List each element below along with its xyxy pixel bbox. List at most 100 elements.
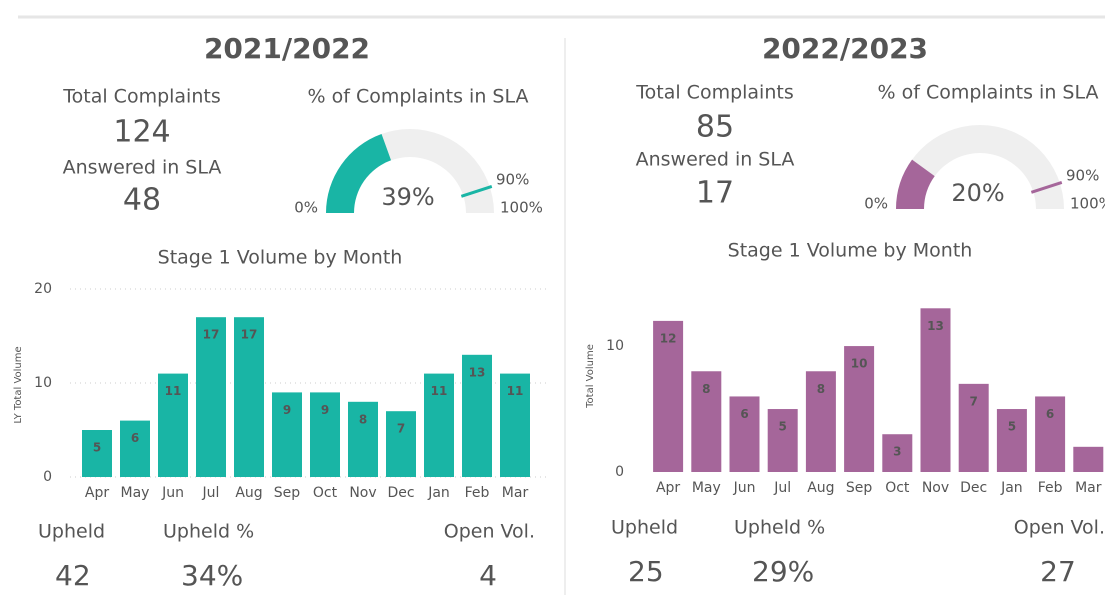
y-tick-label: 0	[43, 469, 52, 485]
y-axis-label: LY Total Volume	[13, 346, 24, 423]
bar	[386, 411, 416, 477]
data-label: 6	[1046, 407, 1054, 421]
data-label: 11	[507, 384, 524, 398]
data-label: 11	[165, 384, 182, 398]
x-tick-label: Aug	[235, 485, 262, 501]
kpi-label: Open Vol.	[444, 521, 535, 543]
bar	[348, 401, 378, 477]
panel-title: 2021/2022	[204, 32, 370, 65]
data-label: 9	[321, 403, 329, 417]
data-label: 13	[927, 319, 944, 333]
x-tick-label: Nov	[922, 480, 949, 496]
gauge-max-label: 100%	[1070, 195, 1105, 213]
x-tick-label: Sep	[274, 485, 301, 501]
kpi-value: 17	[696, 176, 734, 211]
bar	[805, 371, 836, 472]
gauge-target	[460, 184, 493, 198]
y-tick-label: 0	[615, 464, 624, 480]
kpi-label: Total Complaints	[635, 82, 793, 104]
data-label: 11	[431, 384, 448, 398]
y-tick-label: 20	[34, 281, 52, 297]
y-axis-label: Total Volume	[585, 344, 596, 409]
data-label: 5	[1008, 420, 1016, 434]
data-label: 8	[359, 412, 367, 426]
kpi-value: 34%	[181, 559, 243, 592]
kpi-value: 124	[113, 115, 170, 150]
x-tick-label: Oct	[313, 485, 338, 501]
kpi-value: 48	[123, 183, 161, 218]
kpi-label: Answered in SLA	[63, 157, 222, 179]
bar	[158, 373, 188, 477]
bar	[1035, 396, 1066, 472]
bar	[120, 420, 150, 477]
gauge-value-label: 20%	[951, 179, 1004, 207]
bar	[882, 434, 913, 472]
kpi-label: Total Complaints	[62, 86, 220, 108]
gauge-target-label: 90%	[496, 171, 529, 189]
x-tick-label: Aug	[807, 480, 834, 496]
x-tick-label: Mar	[502, 485, 529, 501]
bar	[82, 430, 112, 477]
x-tick-label: May	[692, 480, 721, 496]
data-label: 12	[660, 331, 677, 345]
kpi-label: Upheld %	[734, 517, 825, 539]
data-label: 17	[203, 328, 220, 342]
bar	[1073, 446, 1104, 472]
bar	[234, 317, 264, 477]
x-tick-label: Apr	[656, 480, 680, 496]
gauge-min-label: 0%	[294, 199, 318, 217]
x-tick-label: Jun	[161, 485, 184, 501]
x-tick-label: Oct	[885, 480, 910, 496]
kpi-label: Upheld %	[163, 521, 254, 543]
data-label: 5	[779, 420, 787, 434]
x-tick-label: Sep	[846, 480, 873, 496]
data-label: 13	[469, 365, 486, 379]
kpi-value: 27	[1040, 555, 1076, 588]
x-tick-label: Nov	[349, 485, 376, 501]
data-label: 6	[131, 431, 139, 445]
kpi-value: 25	[628, 555, 664, 588]
gauge-value	[896, 159, 935, 209]
x-tick-label: Feb	[1038, 480, 1063, 496]
bar	[462, 354, 492, 477]
x-tick-label: Jul	[773, 480, 791, 496]
data-label: 8	[702, 382, 710, 396]
bar	[996, 409, 1027, 472]
gauge-track	[896, 125, 1064, 209]
y-tick-label: 10	[34, 375, 52, 391]
gauge-title: % of Complaints in SLA	[878, 82, 1099, 104]
bar	[844, 346, 875, 472]
x-tick-label: Jan	[1000, 480, 1023, 496]
data-label: 3	[893, 445, 901, 459]
data-label: 7	[970, 394, 978, 408]
x-tick-label: Dec	[387, 485, 414, 501]
gauge-value-label: 39%	[381, 183, 434, 211]
kpi-label: Answered in SLA	[636, 149, 795, 171]
x-tick-label: Mar	[1075, 480, 1102, 496]
bar	[920, 308, 951, 472]
y-tick-label: 10	[606, 338, 624, 354]
data-label: 5	[93, 441, 101, 455]
kpi-label: Upheld	[611, 517, 678, 539]
bar	[424, 373, 454, 477]
kpi-value: 85	[696, 110, 734, 145]
data-label: 7	[397, 422, 405, 436]
kpi-label: Open Vol.	[1014, 517, 1105, 539]
kpi-value: 29%	[752, 555, 814, 588]
kpi-label: Upheld	[38, 521, 105, 543]
bar	[272, 392, 302, 477]
x-tick-label: Apr	[85, 485, 109, 501]
data-label: 17	[241, 328, 258, 342]
kpi-value: 4	[479, 559, 497, 592]
gauge-target	[1030, 180, 1063, 194]
x-tick-label: Jan	[427, 485, 450, 501]
bar	[310, 392, 340, 477]
chart-title: Stage 1 Volume by Month	[728, 240, 973, 262]
chart-title: Stage 1 Volume by Month	[158, 247, 403, 269]
gauge-title: % of Complaints in SLA	[308, 86, 529, 108]
gauge-target-label: 90%	[1066, 167, 1099, 185]
bar	[729, 396, 760, 472]
gauge-min-label: 0%	[864, 195, 888, 213]
